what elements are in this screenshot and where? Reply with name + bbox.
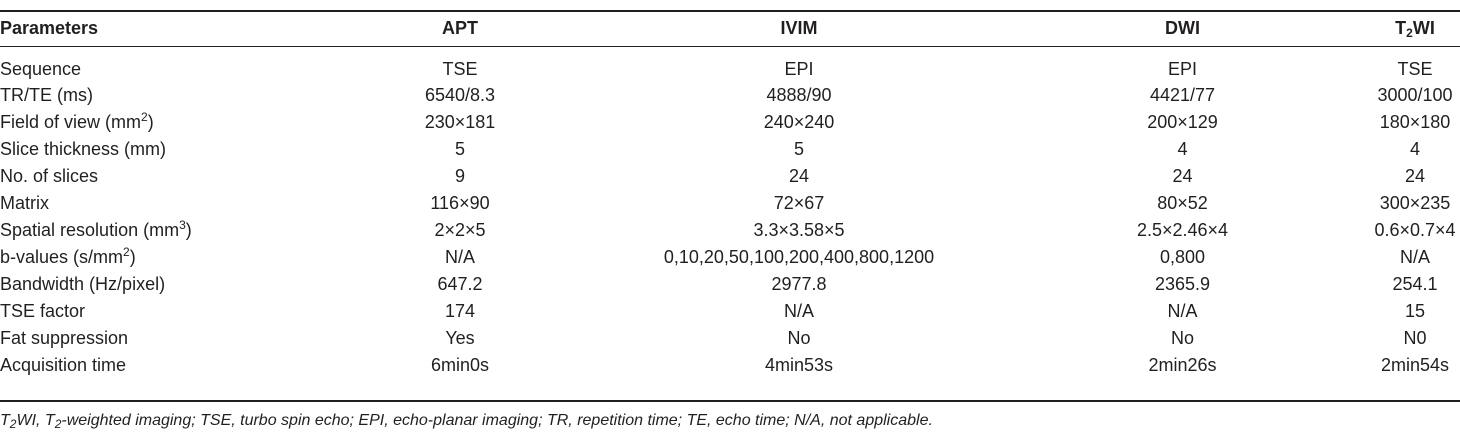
header-dwi: DWI [1165, 18, 1200, 38]
table-row: b-values (s/mm2) N/A 0,10,20,50,100,200,40… [0, 244, 1460, 271]
table-row: Acquisition time 6min0s 4min53s 2min26s 2min… [0, 352, 1460, 379]
cell-apt: Yes [445, 328, 475, 348]
header-apt: APT [442, 18, 478, 38]
table-row: Matrix 116×90 72×67 80×52 300×235 [0, 190, 1460, 217]
cell-t2wi: 2min54s [1380, 355, 1450, 375]
cell-dwi: 2365.9 [1154, 274, 1211, 294]
table-row: Bandwidth (Hz/pixel) 647.2 2977.8 2365.9 254… [0, 271, 1460, 298]
row-label: Matrix [0, 193, 49, 213]
header-row: Parameters APT IVIM DWI T2WI [0, 11, 1460, 46]
row-label: Sequence [0, 58, 82, 79]
cell-dwi: 2min26s [1148, 355, 1217, 375]
cell-apt: 6min0s [430, 355, 490, 375]
cell-dwi: 2.5×2.46×4 [1136, 220, 1229, 240]
cell-apt: 174 [444, 301, 476, 321]
cell-apt: 2×2×5 [434, 220, 486, 240]
cell-ivim: 5 [793, 139, 804, 159]
cell-dwi: 200×129 [1147, 112, 1218, 132]
cell-ivim: N/A [783, 301, 814, 321]
row-label: TR/TE (ms) [0, 85, 93, 105]
cell-apt: 6540/8.3 [424, 85, 496, 105]
cell-apt: 230×181 [424, 112, 496, 132]
cell-ivim: 72×67 [773, 193, 825, 213]
cell-ivim: 0,10,20,50,100,200,400,800,1200 [663, 247, 935, 267]
cell-t2wi: 3000/100 [1377, 85, 1453, 105]
cell-dwi: 0,800 [1159, 247, 1206, 267]
row-label: TSE factor [0, 301, 86, 321]
header-t2wi: T2WI [1395, 18, 1435, 40]
row-label: Spatial resolution (mm3) [0, 218, 192, 240]
cell-ivim: EPI [784, 58, 814, 79]
cell-t2wi: N0 [1403, 328, 1427, 348]
cell-ivim: 3.3×3.58×5 [753, 220, 845, 240]
row-label: Slice thickness (mm) [0, 139, 167, 159]
cell-apt: 116×90 [430, 193, 490, 213]
bottom-rule [0, 400, 1460, 402]
cell-t2wi: 0.6×0.7×4 [1374, 220, 1456, 240]
table-row: No. of slices 9 24 24 24 [0, 163, 1460, 190]
row-label: Acquisition time [0, 355, 127, 375]
parameters-table: Parameters APT IVIM DWI T2WI Sequence TSE… [0, 11, 1460, 379]
table-row: Sequence TSE EPI EPI TSE [0, 46, 1460, 82]
cell-ivim: 2977.8 [771, 274, 827, 294]
table-footnote: T2WI, T2-weighted imaging; TSE, turbo sp… [0, 412, 933, 431]
cell-dwi: 4 [1177, 139, 1188, 159]
cell-dwi: 24 [1172, 166, 1193, 186]
cell-apt: 5 [454, 139, 465, 159]
cell-ivim: 4888/90 [766, 85, 832, 105]
table-row: TSE factor 174 N/A N/A 15 [0, 298, 1460, 325]
cell-t2wi: 4 [1409, 139, 1420, 159]
cell-dwi: EPI [1167, 58, 1197, 79]
cell-ivim: 240×240 [763, 112, 835, 132]
cell-dwi: 4421/77 [1149, 85, 1216, 105]
cell-apt: TSE [442, 58, 478, 79]
row-label: Bandwidth (Hz/pixel) [0, 274, 166, 294]
cell-t2wi: TSE [1397, 58, 1433, 79]
cell-t2wi: 15 [1404, 301, 1426, 321]
cell-dwi: No [1170, 328, 1194, 348]
cell-dwi: N/A [1167, 301, 1198, 321]
cell-ivim: 4min53s [764, 355, 834, 375]
cell-t2wi: 254.1 [1392, 274, 1438, 294]
table-row: Spatial resolution (mm3) 2×2×5 3.3×3.58×5 2… [0, 217, 1460, 244]
row-label: Fat suppression [0, 328, 129, 348]
row-label: b-values (s/mm2) [0, 245, 136, 267]
cell-t2wi: 300×235 [1379, 193, 1451, 213]
row-label: Field of view (mm2) [0, 110, 154, 132]
row-label: No. of slices [0, 166, 99, 186]
header-rule [0, 46, 1460, 47]
cell-dwi: 80×52 [1157, 193, 1208, 213]
top-rule [0, 10, 1460, 12]
cell-ivim: No [787, 328, 811, 348]
table-row: TR/TE (ms) 6540/8.3 4888/90 4421/77 3000/100 [0, 82, 1460, 109]
cell-apt: N/A [444, 247, 475, 267]
cell-t2wi: 24 [1404, 166, 1426, 186]
cell-ivim: 24 [788, 166, 810, 186]
cell-apt: 647.2 [437, 274, 483, 294]
header-parameters: Parameters [0, 18, 99, 38]
header-ivim: IVIM [780, 18, 818, 38]
cell-apt: 9 [454, 166, 465, 186]
table-row: Fat suppression Yes No No N0 [0, 325, 1460, 352]
table-row: Field of view (mm2) 230×181 240×240 200×129… [0, 109, 1460, 136]
table-row: Slice thickness (mm) 5 5 4 4 [0, 136, 1460, 163]
cell-t2wi: 180×180 [1379, 112, 1451, 132]
cell-t2wi: N/A [1399, 247, 1430, 267]
